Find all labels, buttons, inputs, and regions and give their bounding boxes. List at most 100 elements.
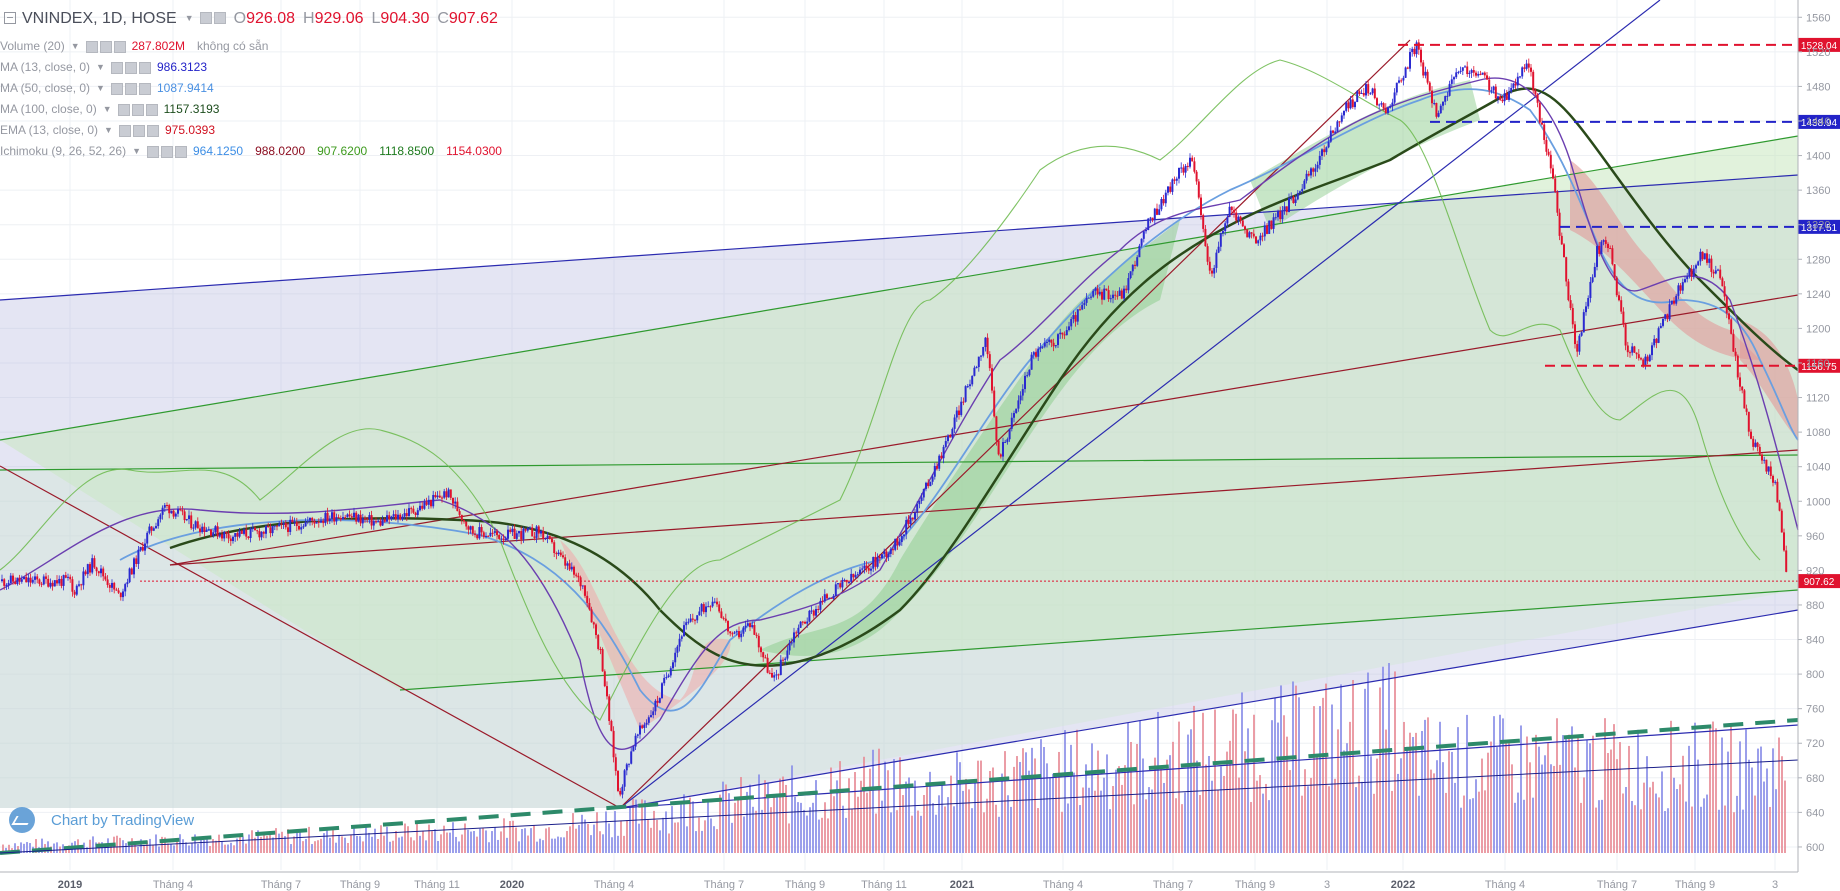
candle-body bbox=[663, 677, 666, 684]
candle-body bbox=[405, 513, 408, 516]
candle-body bbox=[223, 531, 226, 539]
collapse-icon[interactable] bbox=[4, 12, 16, 24]
candle-body bbox=[205, 530, 208, 532]
settings-icon[interactable] bbox=[124, 82, 137, 95]
volume-bar bbox=[1757, 748, 1759, 853]
candle-body bbox=[386, 515, 388, 522]
symbol-name[interactable]: VNINDEX, 1D, HOSE bbox=[22, 9, 177, 27]
chevron-down-icon[interactable]: ▼ bbox=[132, 146, 141, 156]
chevron-down-icon[interactable]: ▼ bbox=[96, 83, 105, 93]
candle-body bbox=[535, 526, 538, 538]
visibility-icon[interactable] bbox=[117, 103, 130, 116]
candle-body bbox=[1127, 278, 1130, 291]
settings-icon[interactable] bbox=[213, 12, 226, 24]
decline-line bbox=[0, 465, 621, 809]
settings-icon[interactable] bbox=[131, 103, 144, 116]
candle-body bbox=[936, 465, 938, 469]
candle-body bbox=[476, 534, 479, 539]
candle-body bbox=[1659, 325, 1662, 329]
candle-body bbox=[75, 585, 78, 595]
indicator-row[interactable]: MA (100, close, 0) ▼ 1157.3193 bbox=[0, 99, 514, 120]
candle-body bbox=[60, 578, 63, 586]
candle-body bbox=[678, 638, 681, 647]
indicator-name[interactable]: MA (50, close, 0) bbox=[0, 81, 91, 95]
settings-icon[interactable] bbox=[161, 145, 173, 158]
candle-body bbox=[159, 514, 162, 520]
indicator-name[interactable]: Ichimoku (9, 26, 52, 26) bbox=[0, 144, 127, 158]
volume-bar bbox=[1304, 769, 1306, 853]
volume-bar bbox=[785, 784, 787, 853]
volume-bar bbox=[152, 845, 154, 853]
visibility-icon[interactable] bbox=[85, 40, 98, 53]
chevron-down-icon[interactable]: ▼ bbox=[96, 62, 105, 72]
indicator-name[interactable]: EMA (13, close, 0) bbox=[0, 123, 99, 137]
indicator-row[interactable]: MA (13, close, 0) ▼ 986.3123 bbox=[0, 57, 514, 78]
volume-bar bbox=[335, 842, 337, 853]
candle-body bbox=[1604, 240, 1607, 244]
candle-body bbox=[1208, 261, 1211, 271]
candle-body bbox=[993, 390, 996, 417]
volume-bar bbox=[1628, 745, 1630, 853]
close-icon[interactable] bbox=[175, 145, 187, 158]
visibility-icon[interactable] bbox=[110, 61, 123, 74]
close-icon[interactable] bbox=[145, 103, 158, 116]
candle-body bbox=[540, 530, 542, 534]
chevron-down-icon[interactable]: ▼ bbox=[70, 41, 80, 51]
indicator-row[interactable]: Volume (20) ▼ 287.802M không có sẵn bbox=[0, 36, 514, 57]
candle-body bbox=[84, 571, 87, 575]
indicator-row[interactable]: Ichimoku (9, 26, 52, 26) ▼ 964.1250 988.020… bbox=[0, 141, 514, 162]
candle-body bbox=[1400, 80, 1403, 82]
close-icon[interactable] bbox=[113, 40, 126, 53]
candle-body bbox=[1508, 91, 1510, 100]
volume-bar bbox=[230, 842, 232, 853]
close-icon[interactable] bbox=[138, 82, 151, 95]
close-icon[interactable] bbox=[138, 61, 151, 74]
volume-bar bbox=[449, 832, 451, 853]
visibility-icon[interactable] bbox=[199, 12, 212, 24]
indicator-name[interactable]: MA (13, close, 0) bbox=[0, 60, 91, 74]
candle-body bbox=[201, 526, 204, 532]
volume-bar bbox=[1115, 769, 1117, 853]
candle-body bbox=[1010, 417, 1013, 429]
indicator-row[interactable]: MA (50, close, 0) ▼ 1087.9414 bbox=[0, 78, 514, 99]
candle-body bbox=[62, 575, 65, 586]
volume-bar bbox=[1313, 706, 1315, 853]
candle-body bbox=[168, 505, 171, 514]
trend-lines bbox=[0, 0, 1799, 855]
price-level-label: 1528.04 bbox=[1801, 41, 1838, 52]
settings-icon[interactable] bbox=[124, 61, 137, 74]
close-icon[interactable] bbox=[146, 124, 159, 137]
indicator-name[interactable]: MA (100, close, 0) bbox=[0, 102, 97, 116]
candle-body bbox=[113, 582, 116, 590]
price-level-label: 1317.51 bbox=[1801, 223, 1838, 234]
visibility-icon[interactable] bbox=[147, 145, 159, 158]
candle-body bbox=[707, 606, 710, 608]
settings-icon[interactable] bbox=[99, 40, 112, 53]
volume-bar bbox=[863, 756, 865, 853]
x-tick-label: Tháng 4 bbox=[1485, 879, 1525, 891]
visibility-icon[interactable] bbox=[110, 82, 123, 95]
settings-icon[interactable] bbox=[132, 124, 145, 137]
candle-body bbox=[1435, 103, 1438, 117]
indicator-row[interactable]: EMA (13, close, 0) ▼ 975.0393 bbox=[0, 120, 514, 141]
candle-body bbox=[251, 527, 254, 529]
volume-bar bbox=[1463, 795, 1465, 853]
indicator-name[interactable]: Volume (20) bbox=[0, 39, 65, 53]
volume-bar bbox=[650, 827, 652, 853]
volume-bar bbox=[17, 846, 19, 853]
candle-body bbox=[119, 592, 122, 598]
chevron-down-icon[interactable]: ▼ bbox=[102, 104, 112, 114]
volume-bar bbox=[170, 844, 172, 853]
volume-bar bbox=[212, 839, 214, 853]
candle-body bbox=[12, 575, 14, 582]
visibility-icon[interactable] bbox=[118, 124, 131, 137]
chevron-down-icon[interactable]: ▼ bbox=[184, 12, 194, 23]
candle-body bbox=[498, 534, 501, 540]
chevron-down-icon[interactable]: ▼ bbox=[104, 125, 113, 135]
candle-body bbox=[441, 497, 443, 499]
tradingview-watermark[interactable]: Chart by TradingView bbox=[9, 807, 194, 833]
candle-body bbox=[680, 636, 683, 639]
volume-bar bbox=[1316, 755, 1318, 853]
